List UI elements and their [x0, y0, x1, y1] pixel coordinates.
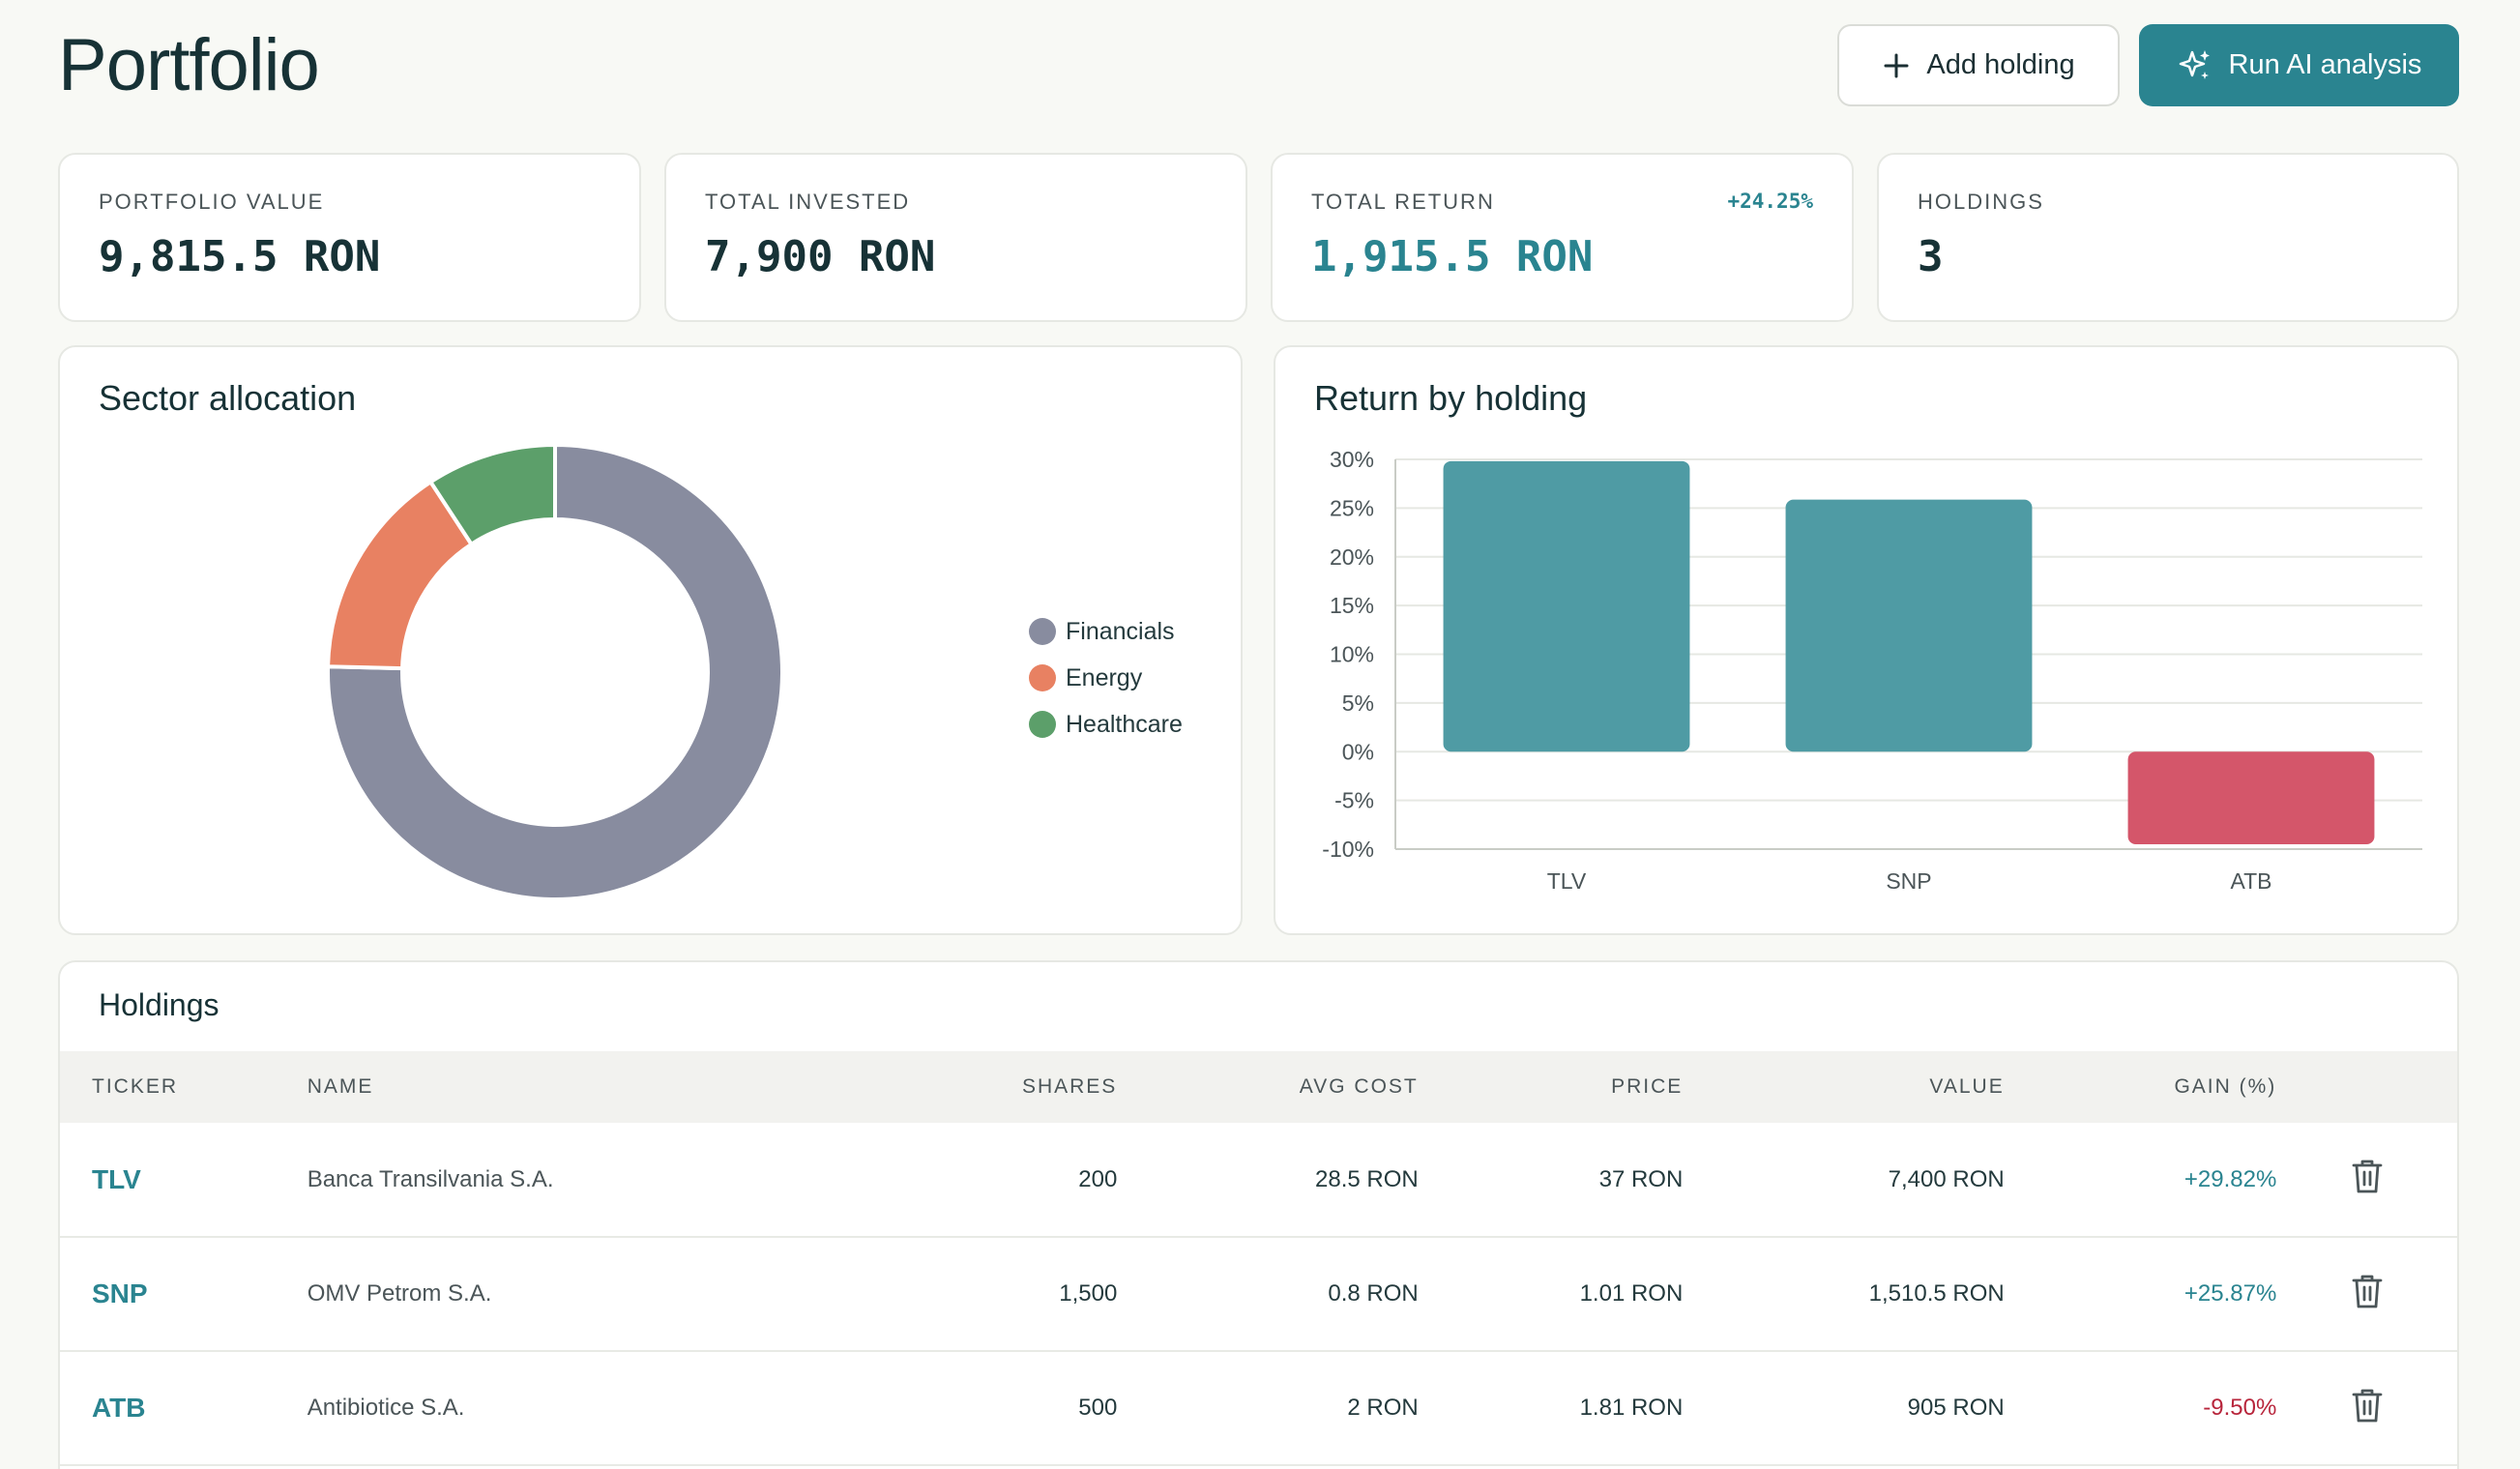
stat-value: 3 — [1918, 232, 1944, 281]
ticker-cell[interactable]: TLV — [92, 1163, 141, 1194]
column-header[interactable]: SHARES — [1021, 1075, 1118, 1098]
add-holding-label: Add holding — [1926, 49, 2075, 80]
y-tick-label: 0% — [1342, 739, 1374, 764]
total-invested-card: TOTAL INVESTED 7,900 RON — [664, 153, 1247, 322]
legend-item-financials[interactable]: Financials — [1029, 608, 1183, 655]
stat-label: PORTFOLIO VALUE — [99, 190, 325, 214]
donut-slice-financials[interactable] — [326, 442, 784, 901]
value-cell: 905 RON — [1907, 1395, 2005, 1421]
x-tick-label: TLV — [1547, 868, 1587, 894]
y-tick-label: 30% — [1330, 447, 1374, 472]
holdings-panel: Holdings TICKER NAME SHARES AVG COST PRI… — [58, 960, 2459, 1469]
price-cell: 1.81 RON — [1579, 1395, 1684, 1421]
avg-cost-cell: 28.5 RON — [1315, 1165, 1419, 1192]
legend-label: Financials — [1066, 617, 1175, 645]
stat-label: TOTAL INVESTED — [705, 190, 911, 214]
panel-title: Return by holding — [1314, 378, 1588, 418]
bar-atb[interactable] — [2127, 751, 2375, 844]
return-bar-chart: 30% 25% 20% 15% 10% 5% 0% -5% -10% TLV SNP ATB — [1322, 447, 2422, 894]
legend-item-healthcare[interactable]: Healthcare — [1029, 701, 1183, 748]
holdings-table: TICKER NAME SHARES AVG COST PRICE VALUE … — [60, 1051, 2457, 1466]
trash-icon — [2352, 1275, 2383, 1307]
table-row[interactable]: ATB Antibiotice S.A. 500 2 RON 1.81 RON 905 R… — [60, 1351, 2457, 1465]
column-header[interactable]: PRICE — [1611, 1075, 1684, 1098]
column-header[interactable]: GAIN (%) — [2174, 1075, 2277, 1098]
column-header[interactable]: NAME — [307, 1075, 374, 1098]
run-ai-analysis-label: Run AI analysis — [2228, 49, 2422, 80]
gain-cell: +29.82% — [2183, 1165, 2277, 1192]
price-cell: 1.01 RON — [1579, 1280, 1684, 1307]
trash-icon — [2352, 1389, 2383, 1422]
legend-swatch — [1029, 664, 1056, 691]
panel-title: Sector allocation — [99, 378, 357, 418]
legend-swatch — [1029, 711, 1056, 738]
page-title: Portfolio — [58, 24, 320, 106]
price-cell: 37 RON — [1598, 1165, 1684, 1192]
y-tick-label: 20% — [1330, 544, 1374, 570]
delete-holding-button[interactable] — [2351, 1160, 2384, 1200]
column-header-actions — [2276, 1051, 2457, 1123]
bar-snp[interactable] — [1785, 499, 2033, 752]
table-header-row: TICKER NAME SHARES AVG COST PRICE VALUE … — [60, 1051, 2457, 1123]
gain-cell: +25.87% — [2183, 1280, 2277, 1307]
sector-legend: Financials Energy Healthcare — [1029, 608, 1183, 748]
legend-label: Healthcare — [1066, 710, 1183, 738]
y-tick-label: 15% — [1330, 593, 1374, 618]
stat-value: 7,900 RON — [705, 232, 936, 281]
table-row[interactable]: SNP OMV Petrom S.A. 1,500 0.8 RON 1.01 RON 1,… — [60, 1237, 2457, 1351]
portfolio-value-card: PORTFOLIO VALUE 9,815.5 RON — [58, 153, 641, 322]
value-cell: 7,400 RON — [1888, 1165, 2005, 1192]
sector-donut-chart — [326, 442, 784, 901]
y-tick-label: 5% — [1342, 690, 1374, 716]
total-return-card: TOTAL RETURN +24.25% 1,915.5 RON — [1271, 153, 1854, 322]
legend-item-energy[interactable]: Energy — [1029, 655, 1183, 701]
ticker-cell[interactable]: ATB — [92, 1393, 146, 1423]
x-tick-label: ATB — [2230, 868, 2271, 894]
column-header[interactable]: VALUE — [1929, 1075, 2005, 1098]
y-tick-label: -10% — [1322, 837, 1374, 862]
column-header[interactable]: TICKER — [92, 1075, 179, 1098]
sector-allocation-panel: Sector allocation Financials Energy Health… — [58, 345, 1243, 935]
shares-cell: 1,500 — [1059, 1280, 1118, 1307]
stat-label: TOTAL RETURN — [1311, 190, 1495, 214]
x-tick-label: SNP — [1886, 868, 1931, 894]
return-by-holding-panel: Return by holding 30% 25% 20% 15% 10% 5% 0% -5%… — [1274, 345, 2459, 935]
y-tick-label: 25% — [1330, 495, 1374, 520]
holdings-count-card: HOLDINGS 3 — [1877, 153, 2459, 322]
legend-label: Energy — [1066, 663, 1143, 691]
return-percent-badge: +24.25% — [1727, 190, 1813, 213]
panel-title: Holdings — [99, 987, 220, 1022]
donut-slice-healthcare[interactable] — [427, 442, 557, 547]
run-ai-analysis-button[interactable]: Run AI analysis — [2139, 24, 2459, 106]
plus-icon — [1882, 51, 1911, 80]
avg-cost-cell: 2 RON — [1347, 1395, 1419, 1421]
trash-icon — [2352, 1160, 2383, 1193]
shares-cell: 500 — [1078, 1395, 1118, 1421]
name-cell: Banca Transilvania S.A. — [307, 1165, 554, 1192]
delete-holding-button[interactable] — [2351, 1389, 2384, 1429]
ticker-cell[interactable]: SNP — [92, 1278, 148, 1308]
name-cell: Antibiotice S.A. — [307, 1395, 465, 1421]
avg-cost-cell: 0.8 RON — [1328, 1280, 1419, 1307]
name-cell: OMV Petrom S.A. — [307, 1280, 492, 1307]
legend-swatch — [1029, 618, 1056, 645]
add-holding-button[interactable]: Add holding — [1837, 24, 2120, 106]
column-header[interactable]: AVG COST — [1299, 1075, 1419, 1098]
delete-holding-button[interactable] — [2351, 1275, 2384, 1315]
y-tick-label: -5% — [1334, 788, 1374, 813]
gain-cell: -9.50% — [2203, 1395, 2277, 1421]
stat-value: 9,815.5 RON — [99, 232, 381, 281]
stat-label: HOLDINGS — [1918, 190, 2044, 214]
stat-value: 1,915.5 RON — [1311, 232, 1594, 281]
y-tick-label: 10% — [1330, 642, 1374, 667]
sparkles-icon — [2177, 47, 2213, 84]
shares-cell: 200 — [1078, 1165, 1118, 1192]
table-row[interactable]: TLV Banca Transilvania S.A. 200 28.5 RON 37 … — [60, 1123, 2457, 1237]
value-cell: 1,510.5 RON — [1868, 1280, 2005, 1307]
bar-tlv[interactable] — [1443, 460, 1690, 752]
